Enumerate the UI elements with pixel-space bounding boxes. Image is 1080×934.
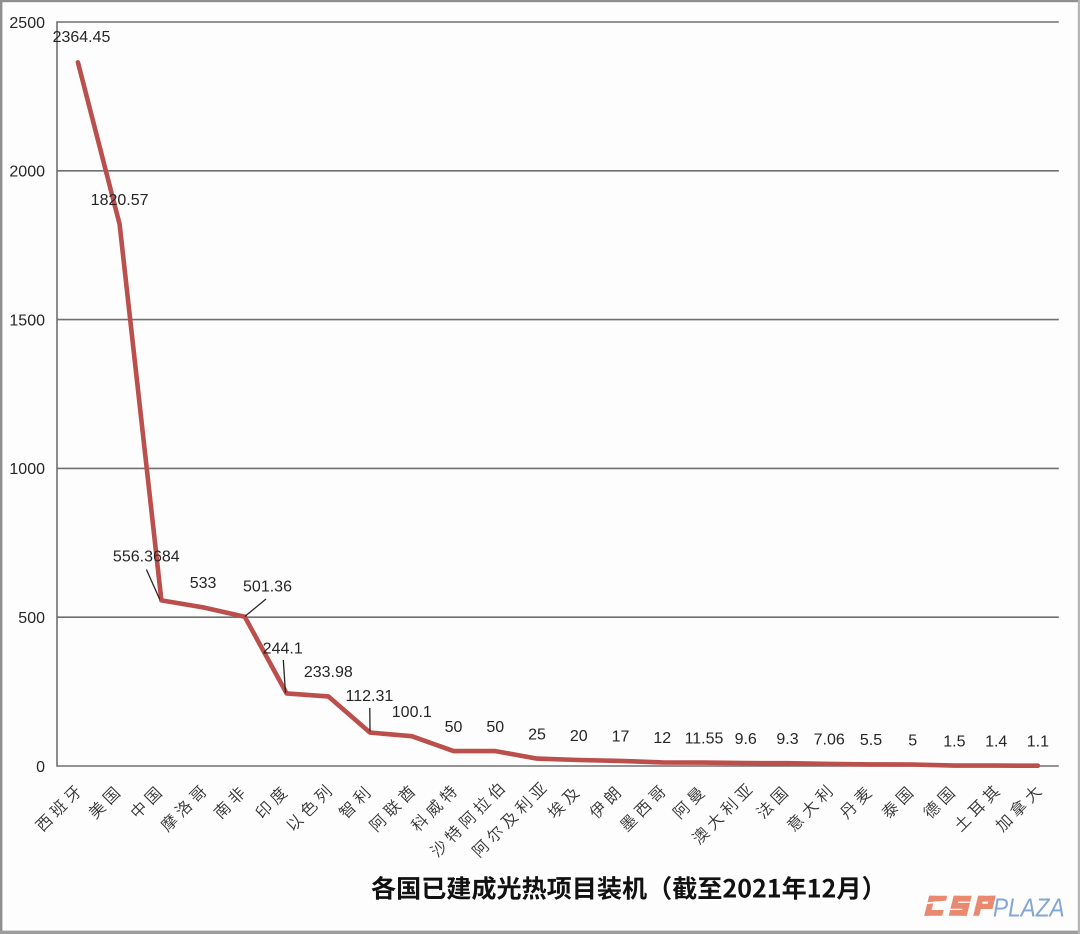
svg-text:233.98: 233.98 [304,664,353,681]
svg-text:2364.45: 2364.45 [53,29,111,46]
svg-text:100.1: 100.1 [392,704,432,721]
svg-text:0: 0 [36,759,45,776]
svg-text:1.1: 1.1 [1027,734,1049,751]
svg-text:25: 25 [528,726,546,743]
svg-text:2000: 2000 [9,164,45,181]
svg-text:1.5: 1.5 [943,733,965,750]
svg-text:17: 17 [612,729,630,746]
svg-text:12: 12 [653,730,671,747]
svg-text:50: 50 [486,719,504,736]
svg-text:112.31: 112.31 [346,688,394,705]
svg-text:1820.57: 1820.57 [91,192,149,209]
svg-text:9.6: 9.6 [735,731,757,748]
svg-text:244.1: 244.1 [263,641,303,658]
svg-text:2500: 2500 [9,15,45,32]
svg-text:501.36: 501.36 [243,579,292,596]
svg-text:5.5: 5.5 [860,732,882,749]
svg-text:1000: 1000 [9,461,45,478]
svg-text:500: 500 [18,610,45,627]
svg-text:PLAZA: PLAZA [993,894,1065,923]
svg-text:556.3684: 556.3684 [113,549,180,566]
svg-text:1500: 1500 [9,312,45,329]
svg-text:5: 5 [908,732,917,749]
svg-text:20: 20 [570,728,588,745]
svg-text:1.4: 1.4 [985,733,1007,750]
svg-text:7.06: 7.06 [814,732,845,749]
svg-text:11.55: 11.55 [685,730,724,747]
svg-text:533: 533 [190,575,217,592]
svg-text:50: 50 [445,719,463,736]
svg-text:9.3: 9.3 [776,731,798,748]
